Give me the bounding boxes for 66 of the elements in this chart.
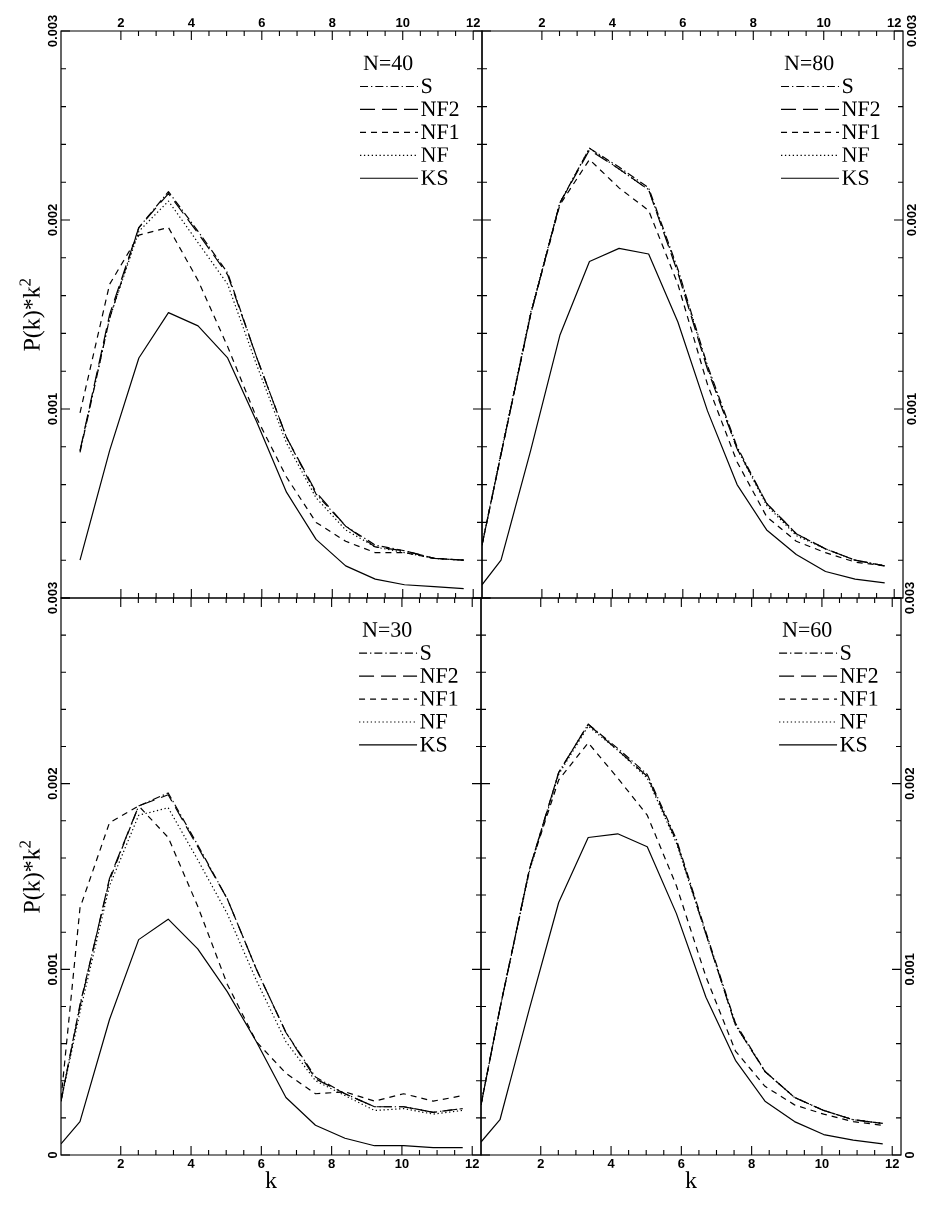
y-tick-label: 0.002 [47,767,58,800]
x-tick-label: 4 [187,1158,195,1168]
legend-label: NF1 [842,124,880,139]
y-axis-title: P(k)*k$^{2}$ [19,278,45,351]
y-tick-label: 0.003 [904,582,915,614]
legend-label: NF1 [840,691,878,706]
legend-title: N=30 [362,622,412,637]
x-tick-label: 12 [885,1158,899,1168]
x2-tick-label: 12 [466,18,480,28]
x2-tick-label: 10 [817,17,831,28]
legend-label: NF1 [420,691,458,706]
y-tick-label: 0.001 [47,953,58,986]
x2-tick-label: 4 [187,18,195,28]
y-axis-title: P(k)*k$^{2}$ [19,840,45,913]
legend-label: KS [421,170,448,185]
y-tick-label: 0 [904,1151,915,1159]
x-tick-label: 6 [678,1158,685,1169]
x2-tick-label: 8 [329,17,336,28]
legend-label: KS [842,170,869,185]
legend-label: KS [840,736,867,752]
legend-label: NF2 [842,101,880,116]
x2-tick-label: 6 [679,17,686,28]
y-tick-label: 0.003 [47,15,58,47]
legend-label: NF [420,714,447,729]
legend-label: S [843,78,853,94]
legend-title: N=60 [782,622,832,637]
y-tick-label: 0.003 [47,582,58,614]
y-tick-label: 0.001 [47,393,58,425]
x-tick-label: 10 [815,1158,829,1169]
x2-tick-label: 2 [538,18,545,28]
x-tick-label: 2 [117,1158,124,1168]
x2-tick-label: 8 [750,17,757,28]
x-tick-label: 12 [465,1158,479,1168]
y-tick-label: 0.002 [904,767,915,800]
legend-label: S [422,78,432,94]
y-tick-label: 0.003 [906,15,917,47]
x2-tick-label: 2 [117,18,124,28]
legend-label: NF2 [420,668,458,683]
legend-title: N=40 [363,55,413,71]
legend-title: N=80 [784,55,834,71]
x2-tick-label: 12 [887,18,901,28]
x-tick-label: 4 [607,1158,615,1168]
legend-label: NF [421,147,448,162]
x-tick-label: 10 [395,1158,409,1169]
legend-label: KS [420,736,447,752]
legend-label: NF [840,714,867,729]
x-tick-label: 8 [748,1158,755,1169]
legend-label: NF1 [421,124,459,139]
x-axis-title: k [685,1171,697,1188]
x-axis-title: k [265,1171,277,1188]
legend-label: S [421,645,431,660]
x2-tick-label: 6 [258,17,265,28]
legend-label: S [841,645,851,660]
x-tick-label: 2 [537,1158,544,1168]
y-tick-label: 0.002 [906,204,917,236]
x-tick-label: 6 [258,1158,265,1169]
legend-label: NF [842,147,869,162]
y-tick-label: 0.001 [904,953,915,986]
x2-tick-label: 4 [608,18,616,28]
x-tick-label: 8 [328,1158,335,1169]
y-tick-label: 0.001 [906,393,917,425]
legend-label: NF2 [421,101,459,116]
x2-tick-label: 10 [396,17,410,28]
y-tick-label: 0.002 [47,204,58,236]
y-tick-label: 0 [47,1151,58,1159]
legend-label: NF2 [840,668,878,683]
